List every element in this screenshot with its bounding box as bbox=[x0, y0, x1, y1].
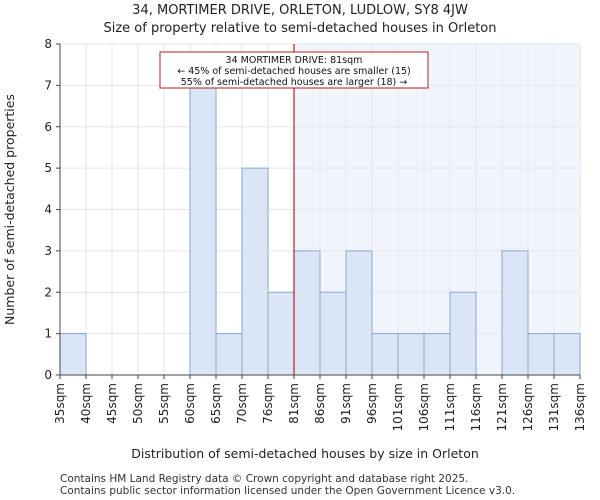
y-tick-label-7: 7 bbox=[44, 78, 52, 92]
footer-licence: Contains public sector information licen… bbox=[60, 485, 515, 497]
x-tick-label-136sqm: 136sqm bbox=[573, 383, 587, 431]
annotation-line-2: ← 45% of semi-detached houses are smalle… bbox=[177, 66, 411, 77]
x-tick-label-60sqm: 60sqm bbox=[183, 383, 197, 424]
x-tick-label-76sqm: 76sqm bbox=[261, 383, 275, 424]
x-tick-label-81sqm: 81sqm bbox=[287, 383, 301, 424]
x-axis-label: Distribution of semi-detached houses by … bbox=[131, 446, 479, 461]
x-tick-label-55sqm: 55sqm bbox=[157, 383, 171, 424]
bar-106sqm bbox=[424, 334, 450, 375]
y-tick-label-2: 2 bbox=[44, 285, 52, 299]
x-tick-label-50sqm: 50sqm bbox=[131, 383, 145, 424]
annotation-line-3: 55% of semi-detached houses are larger (… bbox=[181, 77, 408, 88]
bar-101sqm bbox=[398, 334, 424, 375]
y-tick-label-1: 1 bbox=[44, 327, 52, 341]
bar-65sqm bbox=[216, 334, 242, 375]
bar-121sqm bbox=[502, 251, 528, 375]
bar-81sqm bbox=[294, 251, 320, 375]
y-tick-label-8: 8 bbox=[44, 37, 52, 51]
x-tick-label-131sqm: 131sqm bbox=[547, 383, 561, 431]
x-tick-label-101sqm: 101sqm bbox=[391, 383, 405, 431]
x-tick-label-65sqm: 65sqm bbox=[209, 383, 223, 424]
y-tick-label-5: 5 bbox=[44, 161, 52, 175]
x-tick-label-126sqm: 126sqm bbox=[521, 383, 535, 431]
histogram-chart: 0 1 2 3 4 5 6 7 8 35sqm 40sqm 45sqm 50sqm 55sqm 60sqm… bbox=[0, 0, 600, 500]
bar-70sqm bbox=[242, 168, 268, 375]
x-tick-label-121sqm: 121sqm bbox=[495, 383, 509, 431]
bar-35sqm bbox=[60, 334, 86, 375]
bar-76sqm bbox=[268, 292, 294, 375]
bar-86sqm bbox=[320, 292, 346, 375]
x-tick-label-106sqm: 106sqm bbox=[417, 383, 431, 431]
x-tick-label-116sqm: 116sqm bbox=[469, 383, 483, 431]
bar-96sqm bbox=[372, 334, 398, 375]
y-tick-label-4: 4 bbox=[44, 203, 52, 217]
x-tick-label-91sqm: 91sqm bbox=[339, 383, 353, 424]
y-axis-label: Number of semi-detached properties bbox=[2, 94, 17, 325]
x-tick-label-35sqm: 35sqm bbox=[53, 383, 67, 424]
x-tick-label-111sqm: 111sqm bbox=[443, 383, 457, 431]
bar-131sqm bbox=[554, 334, 580, 375]
x-tick-label-86sqm: 86sqm bbox=[313, 383, 327, 424]
y-tick-label-0: 0 bbox=[44, 368, 52, 382]
bar-91sqm bbox=[346, 251, 372, 375]
x-tick-label-45sqm: 45sqm bbox=[105, 383, 119, 424]
x-tick-label-40sqm: 40sqm bbox=[79, 383, 93, 424]
bar-111sqm bbox=[450, 292, 476, 375]
bar-126sqm bbox=[528, 334, 554, 375]
x-tick-label-70sqm: 70sqm bbox=[235, 383, 249, 424]
y-tick-label-6: 6 bbox=[44, 120, 52, 134]
y-tick-label-3: 3 bbox=[44, 244, 52, 258]
x-tick-label-96sqm: 96sqm bbox=[365, 383, 379, 424]
annotation-line-1: 34 MORTIMER DRIVE: 81sqm bbox=[226, 55, 363, 66]
bar-60sqm bbox=[190, 85, 216, 375]
footer-copyright: Contains HM Land Registry data © Crown c… bbox=[60, 473, 468, 485]
